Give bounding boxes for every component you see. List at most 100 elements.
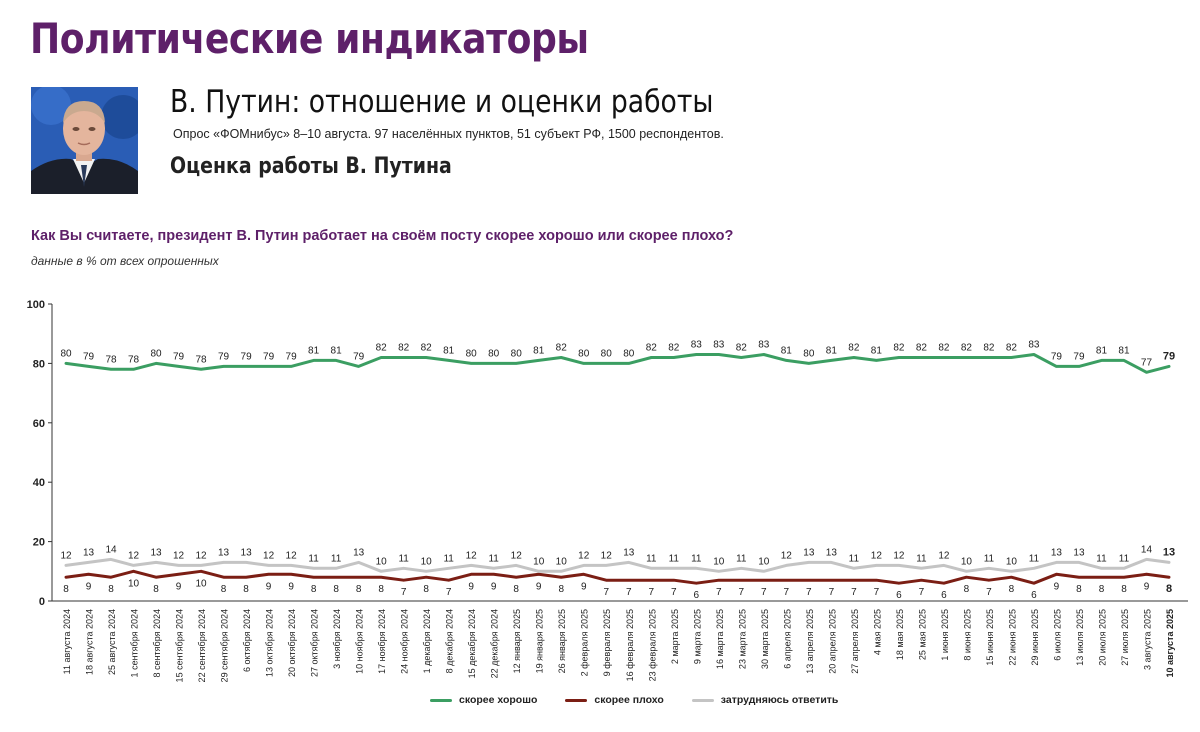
data-label: 8	[1121, 584, 1127, 595]
data-label: 10	[1006, 556, 1018, 567]
x-tick-label: 1 сентября 2024	[130, 609, 140, 677]
x-tick-label: 6 июля 2025	[1052, 609, 1062, 661]
data-label: 11	[984, 553, 995, 564]
data-label: 11	[1029, 553, 1040, 564]
data-label: 10	[961, 556, 973, 567]
report-subtitle: В. Путин: отношение и оценки работы	[170, 84, 714, 120]
chart-x-labels: 11 августа 2024 18 августа 2024 25 августа…	[62, 609, 1175, 682]
legend-label-bad: скорее плохо	[594, 694, 664, 706]
data-label: 82	[736, 342, 748, 353]
data-label: 81	[871, 345, 883, 356]
legend-label-good: скорее хорошо	[459, 694, 538, 706]
data-label: 82	[848, 342, 860, 353]
data-label: 9	[176, 581, 182, 592]
y-tick-label: 0	[39, 596, 45, 608]
data-label: 12	[578, 550, 590, 561]
data-label: 80	[150, 348, 162, 359]
data-label: 7	[874, 587, 880, 598]
data-label: 12	[263, 550, 275, 561]
data-label: 79	[1051, 351, 1063, 362]
x-tick-label: 2 марта 2025	[670, 609, 680, 664]
data-label: 6	[1031, 590, 1037, 601]
y-tick-label: 80	[33, 358, 45, 370]
data-label: 7	[716, 587, 722, 598]
data-label: 8	[63, 584, 69, 595]
data-label: 8	[964, 584, 970, 595]
data-label: 83	[1028, 339, 1040, 350]
data-label: 80	[511, 348, 523, 359]
x-tick-label: 29 июня 2025	[1030, 609, 1040, 666]
data-label: 8	[356, 584, 362, 595]
data-label: 8	[558, 584, 564, 595]
data-label: 7	[986, 587, 992, 598]
data-label: 13	[1163, 546, 1175, 558]
data-label: 82	[916, 342, 928, 353]
data-label: 12	[286, 550, 298, 561]
data-label: 78	[195, 354, 207, 365]
x-tick-label: 15 июня 2025	[985, 609, 995, 666]
portrait-illustration	[31, 87, 138, 194]
x-tick-label: 6 октября 2024	[242, 609, 252, 672]
data-label: 81	[781, 345, 793, 356]
data-label: 79	[286, 351, 298, 362]
data-label: 7	[626, 587, 632, 598]
x-tick-label: 23 февраля 2025	[647, 609, 657, 681]
data-label: 9	[86, 581, 92, 592]
data-label: 10	[556, 556, 568, 567]
data-label: 8	[1076, 584, 1082, 595]
x-tick-label: 8 сентября 2024	[152, 609, 162, 677]
data-label: 81	[826, 345, 838, 356]
data-label: 9	[288, 581, 294, 592]
y-tick-label: 40	[33, 477, 45, 489]
x-tick-label: 20 октября 2024	[287, 609, 297, 677]
x-tick-label: 25 мая 2025	[917, 609, 927, 660]
x-tick-label: 20 апреля 2025	[827, 609, 837, 674]
data-label: 13	[150, 547, 162, 558]
data-label: 81	[1096, 345, 1108, 356]
x-tick-label: 29 сентября 2024	[220, 609, 230, 682]
legend-item-bad: скорее плохо	[565, 694, 664, 706]
x-tick-label: 24 ноября 2024	[400, 609, 410, 674]
data-label: 8	[221, 584, 227, 595]
data-label: 8	[513, 584, 519, 595]
data-label: 12	[893, 550, 905, 561]
data-label: 79	[241, 351, 253, 362]
data-label: 83	[758, 339, 770, 350]
series-line-good	[64, 353, 1171, 374]
survey-question: Как Вы считаете, президент В. Путин рабо…	[31, 228, 734, 244]
data-label: 12	[601, 550, 613, 561]
data-label: 81	[443, 345, 455, 356]
chart-legend: скорее хорошо скорее плохо затрудняюсь о…	[430, 694, 838, 706]
x-tick-label: 1 июня 2025	[940, 609, 950, 661]
data-label: 7	[806, 587, 812, 598]
data-label: 79	[263, 351, 275, 362]
data-label: 6	[941, 590, 947, 601]
x-tick-label: 30 марта 2025	[760, 609, 770, 669]
data-label: 6	[694, 590, 700, 601]
data-label: 79	[1163, 350, 1175, 362]
x-tick-label: 11 августа 2024	[62, 609, 72, 674]
data-label: 78	[128, 354, 140, 365]
x-tick-label: 22 сентября 2024	[197, 609, 207, 682]
x-tick-label: 1 декабря 2024	[422, 609, 432, 673]
data-label: 82	[983, 342, 995, 353]
data-label: 11	[488, 553, 499, 564]
data-label: 12	[173, 550, 185, 561]
data-label: 11	[443, 553, 454, 564]
data-label: 10	[533, 556, 545, 567]
x-tick-label: 2 февраля 2025	[580, 609, 590, 676]
data-label: 12	[466, 550, 478, 561]
data-label: 11	[736, 553, 747, 564]
x-tick-label: 12 января 2025	[512, 609, 522, 673]
data-label: 80	[623, 348, 635, 359]
data-label: 8	[108, 584, 114, 595]
x-tick-label: 27 апреля 2025	[850, 609, 860, 674]
data-label: 8	[423, 584, 429, 595]
data-label: 8	[333, 584, 339, 595]
data-label: 8	[1099, 584, 1105, 595]
x-tick-label: 10 августа 2025	[1165, 609, 1175, 678]
data-label: 13	[241, 547, 253, 558]
x-tick-label: 8 декабря 2024	[445, 609, 455, 673]
data-label: 80	[803, 348, 815, 359]
x-tick-label: 26 января 2025	[557, 609, 567, 673]
